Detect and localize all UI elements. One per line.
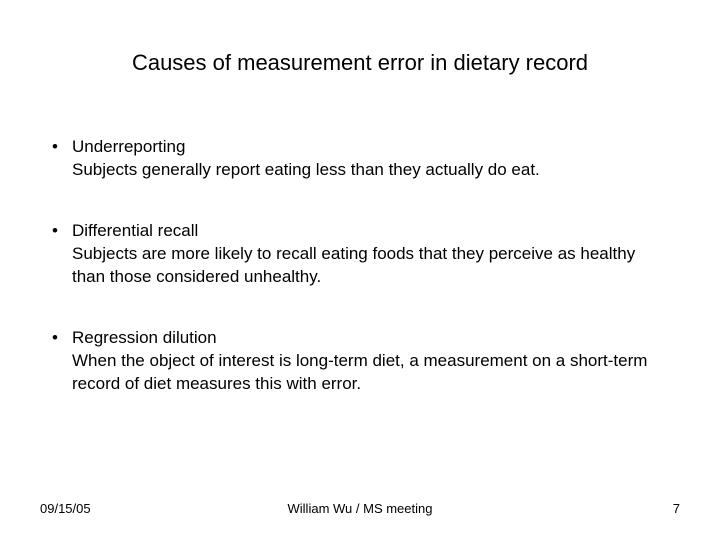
bullet-head: • Underreporting [50, 136, 670, 159]
footer-date: 09/15/05 [40, 501, 91, 516]
bullet-item: • Underreporting Subjects generally repo… [50, 136, 670, 182]
slide-content: • Underreporting Subjects generally repo… [40, 136, 680, 396]
slide-title: Causes of measurement error in dietary r… [40, 50, 680, 76]
bullet-label: Differential recall [72, 220, 670, 243]
bullet-item: • Regression dilution When the object of… [50, 327, 670, 396]
bullet-description: Subjects are more likely to recall eatin… [50, 243, 670, 289]
bullet-description: Subjects generally report eating less th… [50, 159, 670, 182]
bullet-marker-icon: • [50, 220, 72, 243]
bullet-head: • Differential recall [50, 220, 670, 243]
bullet-label: Underreporting [72, 136, 670, 159]
slide-footer: 09/15/05 William Wu / MS meeting 7 [40, 501, 680, 516]
bullet-item: • Differential recall Subjects are more … [50, 220, 670, 289]
bullet-marker-icon: • [50, 327, 72, 350]
bullet-head: • Regression dilution [50, 327, 670, 350]
slide: Causes of measurement error in dietary r… [0, 0, 720, 540]
footer-page-number: 7 [673, 501, 680, 516]
bullet-label: Regression dilution [72, 327, 670, 350]
bullet-description: When the object of interest is long-term… [50, 350, 670, 396]
footer-author: William Wu / MS meeting [40, 501, 680, 516]
bullet-marker-icon: • [50, 136, 72, 159]
